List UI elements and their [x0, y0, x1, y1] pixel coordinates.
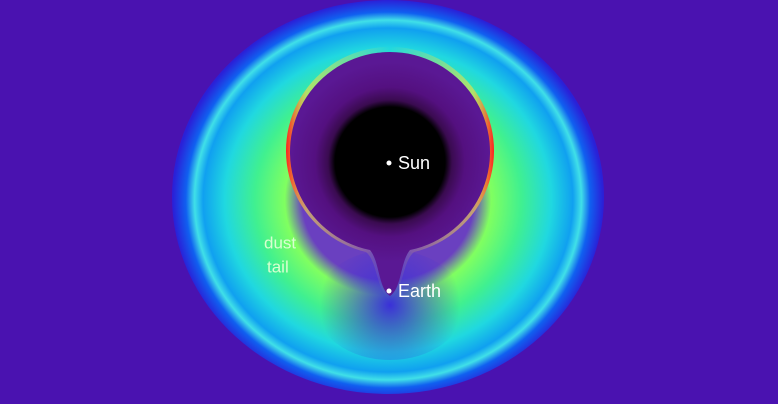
- earth-label: Earth: [398, 281, 441, 301]
- dust-ring-image: Sun Earth dust tail: [0, 0, 778, 404]
- dust-tail-label: tail: [267, 257, 289, 276]
- sun-label: Sun: [398, 153, 430, 173]
- earth-dot: [387, 289, 392, 294]
- dust-tail-label: dust: [264, 233, 296, 252]
- sun-dot: [387, 161, 392, 166]
